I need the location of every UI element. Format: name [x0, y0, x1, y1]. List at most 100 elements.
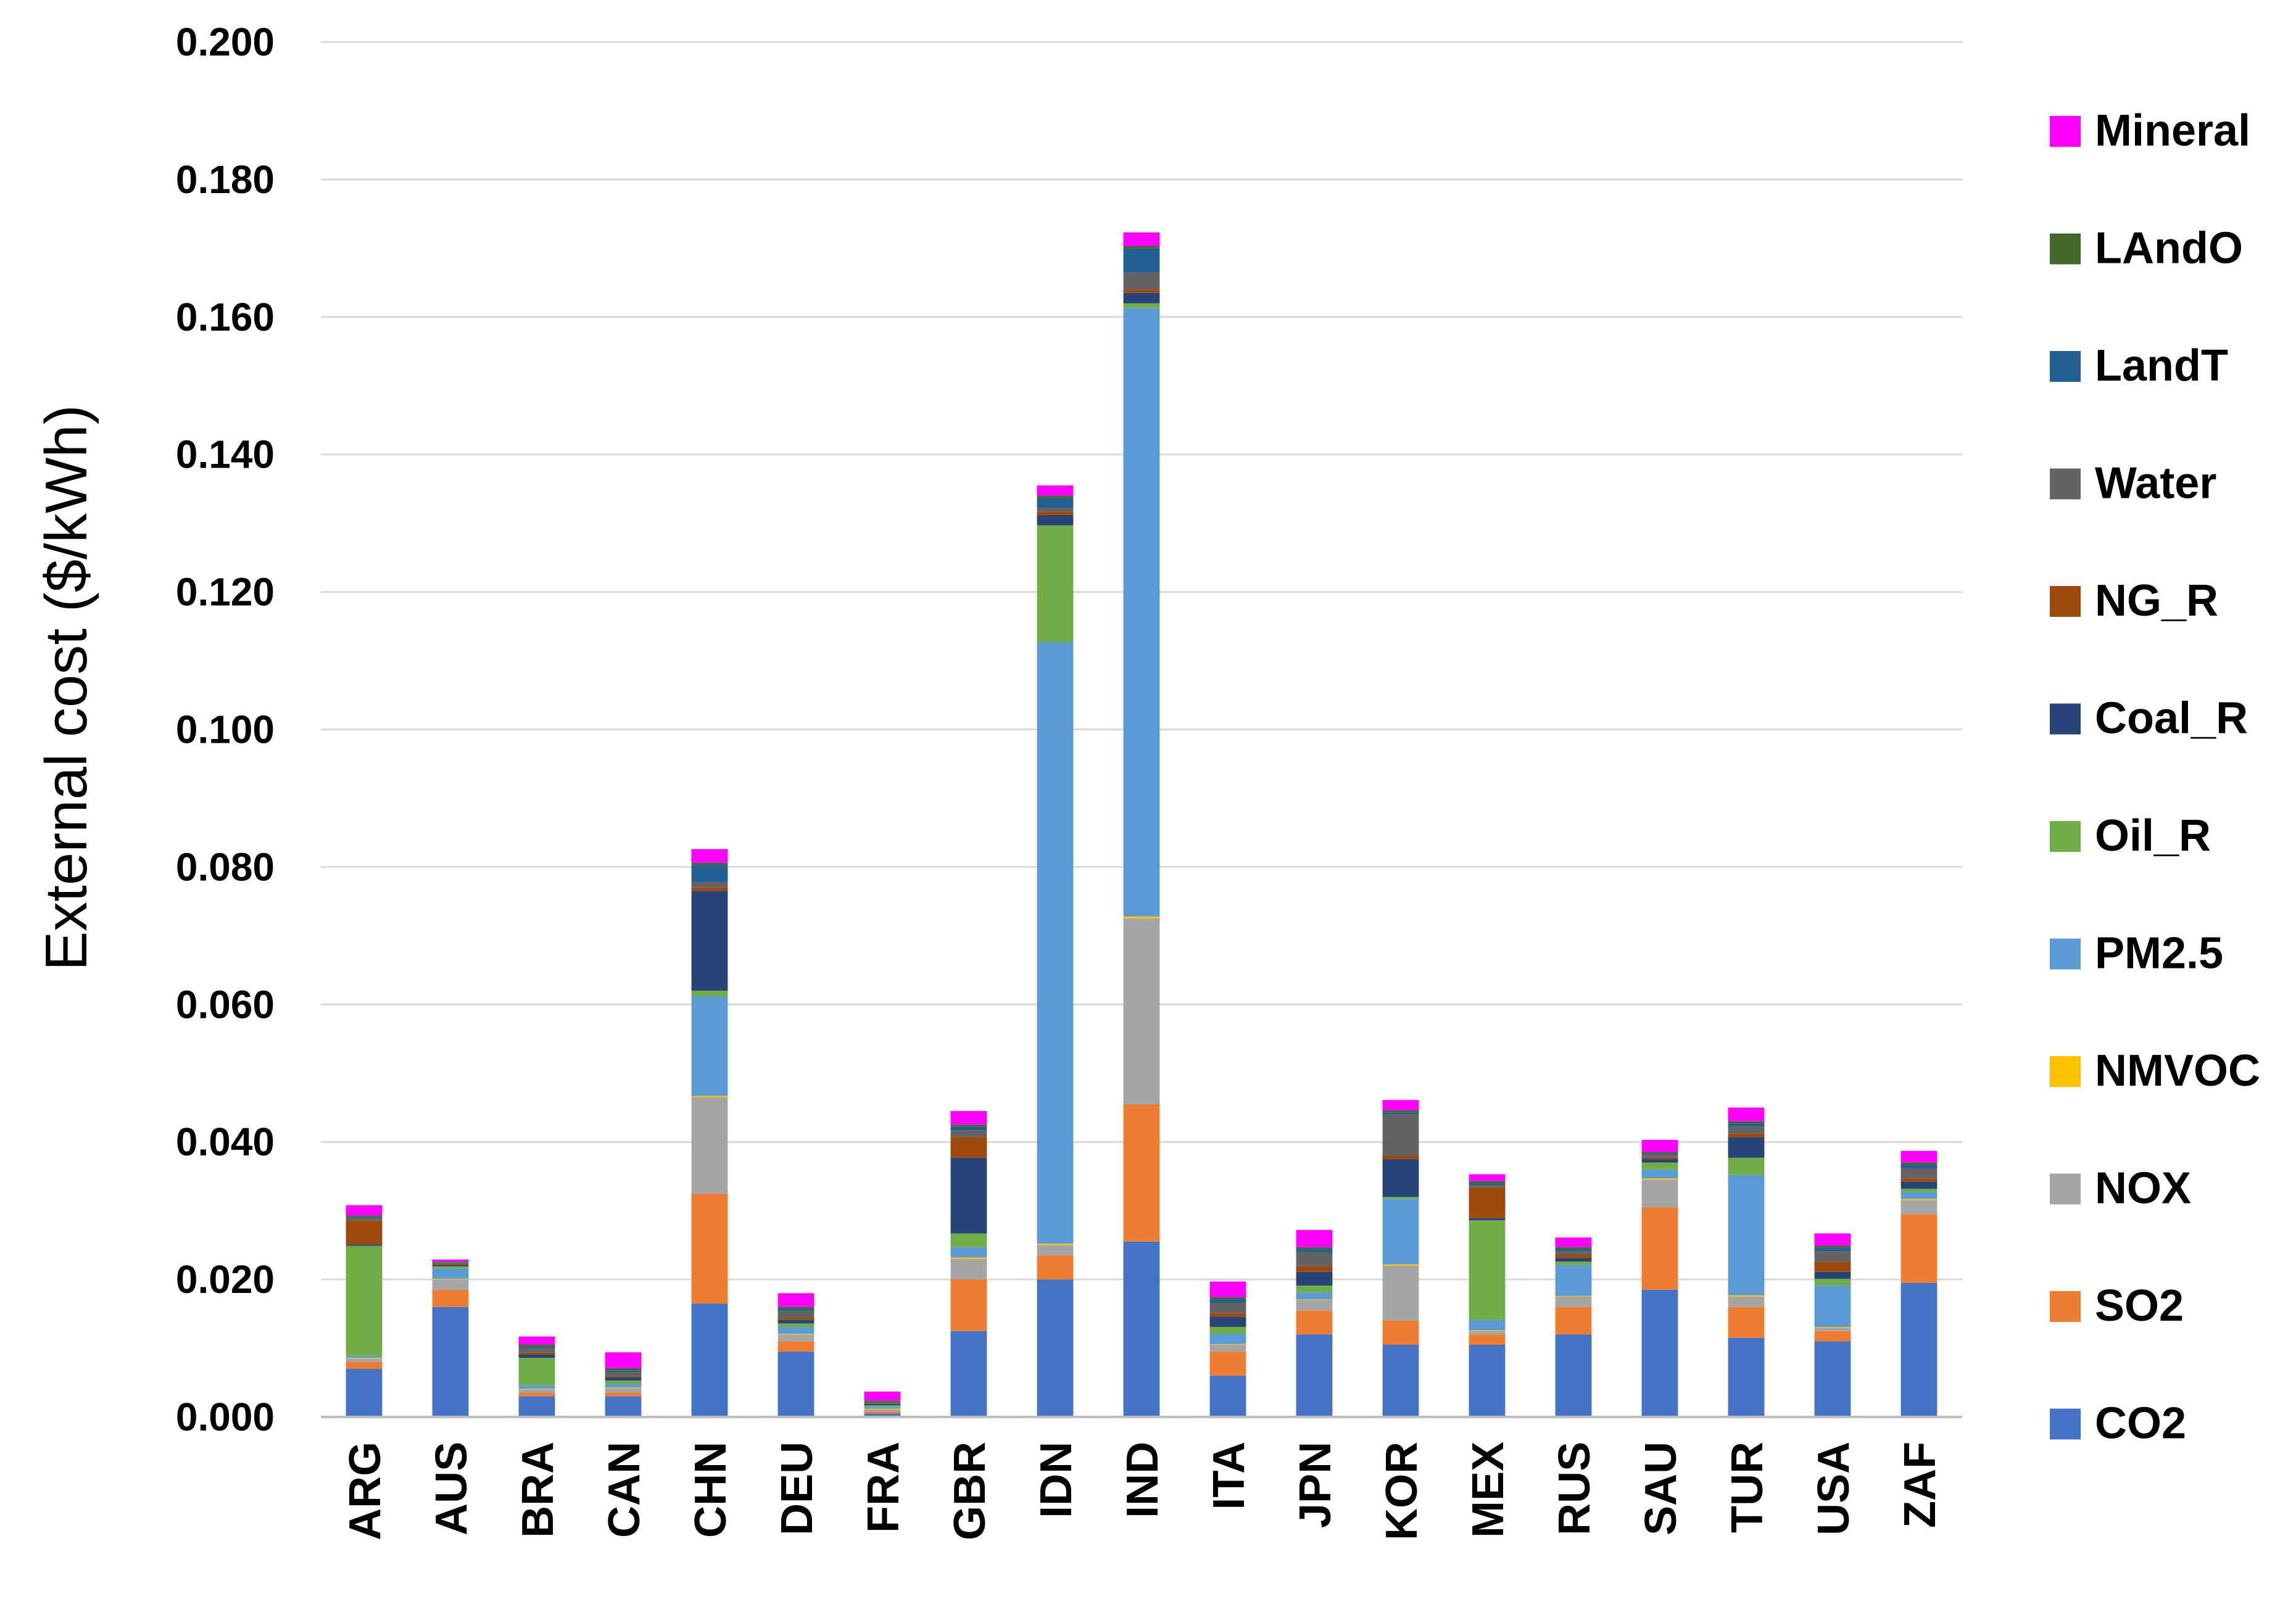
x-tick-label: CAN: [600, 1442, 649, 1538]
bar-segment-coal-r: [1209, 1316, 1246, 1327]
bar-segment-lando: [864, 1400, 901, 1402]
bar-segment-mineral: [1469, 1174, 1506, 1181]
legend-item: CO2: [2050, 1399, 2186, 1448]
y-tick-label: 0.020: [176, 1257, 275, 1302]
bar-segment-so2: [1382, 1320, 1419, 1345]
bar-segment-oil-r: [777, 1323, 814, 1327]
bar-segment-coal-r: [1814, 1271, 1851, 1279]
legend-label: Water: [2095, 459, 2216, 508]
bar-segment-mineral: [1641, 1139, 1678, 1152]
legend-swatch: [2050, 116, 2081, 147]
bar-segment-oil-r: [1037, 525, 1074, 642]
bar-segment-co2: [1123, 1241, 1160, 1417]
bar-segment-mineral: [1382, 1100, 1419, 1110]
bar-segment-coal-r: [1296, 1271, 1333, 1286]
bar-segment-co2: [518, 1396, 555, 1417]
bar-segment-coal-r: [1469, 1218, 1506, 1221]
y-tick-label: 0.040: [176, 1120, 275, 1164]
bar-segment-coal-r: [518, 1354, 555, 1358]
bar-segment-water: [1123, 272, 1160, 290]
bar-segment-mineral: [605, 1352, 642, 1368]
bar-segment-mineral: [1037, 485, 1074, 496]
bar-segment-water: [1555, 1251, 1592, 1255]
bar-segment-coal-r: [777, 1319, 814, 1324]
legend-item: Oil_R: [2050, 811, 2211, 861]
bar-segment-coal-r: [1641, 1159, 1678, 1163]
bar-segment-pm2-5: [1900, 1192, 1938, 1199]
bar-stack-ita: [1209, 1281, 1246, 1417]
y-tick-label: 0.060: [176, 982, 275, 1026]
bar-segment-co2: [1555, 1334, 1592, 1417]
bar-segment-oil-r: [1296, 1286, 1333, 1293]
bar-segment-landt: [864, 1401, 901, 1402]
bar-segment-co2: [950, 1331, 987, 1417]
legend: Mineral LAndO LandT Water NG_R Coal_R Oil_R PM2…: [2050, 106, 2260, 1448]
bar-segment-pm2-5: [346, 1355, 383, 1358]
bar-segment-water: [1037, 508, 1074, 512]
bar-segment-nox: [605, 1388, 642, 1393]
bar-segment-pm2-5: [864, 1406, 901, 1409]
bar-segment-oil-r: [1555, 1261, 1592, 1265]
bar-segment-lando: [1728, 1121, 1765, 1124]
bar-segment-so2: [1209, 1352, 1246, 1376]
x-tick-label: USA: [1809, 1442, 1859, 1535]
bar-segment-ng-r: [1037, 511, 1074, 515]
legend-swatch: [2050, 821, 2081, 852]
bar-segment-lando: [346, 1215, 383, 1217]
x-tick-label: KOR: [1377, 1442, 1427, 1540]
y-axis-title: External cost ($/kWh): [33, 405, 99, 971]
bar-stack-aus: [432, 1259, 469, 1417]
bar-segment-nox: [1037, 1245, 1074, 1256]
bar-segment-oil-r: [1123, 303, 1160, 308]
bar-segment-nox: [864, 1409, 901, 1412]
bar-segment-water: [1641, 1155, 1678, 1157]
legend-item: SO2: [2050, 1281, 2184, 1331]
bar-segment-nmvoc: [691, 1096, 728, 1097]
bar-segment-nmvoc: [1296, 1299, 1333, 1300]
bar-segment-mineral: [777, 1293, 814, 1307]
bar-segment-water: [518, 1348, 555, 1353]
bar-segment-oil-r: [1209, 1327, 1246, 1334]
bar-segment-lando: [1900, 1162, 1938, 1165]
bar-segment-lando: [1209, 1297, 1246, 1300]
x-tick-label: CHN: [686, 1442, 736, 1538]
bar-segment-water: [864, 1402, 901, 1403]
bar-stack-rus: [1555, 1237, 1592, 1417]
bar-segment-ng-r: [1814, 1261, 1851, 1272]
legend-item: Water: [2050, 459, 2216, 508]
bar-segment-water: [777, 1311, 814, 1318]
bar-segment-landt: [1641, 1154, 1678, 1155]
bar-segment-nox: [777, 1334, 814, 1342]
bar-stack-kor: [1382, 1100, 1419, 1417]
legend-label: SO2: [2095, 1281, 2184, 1331]
bar-segment-pm2-5: [777, 1327, 814, 1334]
bar-segment-ng-r: [1900, 1178, 1938, 1182]
legend-item: LAndO: [2050, 224, 2243, 273]
y-tick-label: 0.160: [176, 295, 275, 339]
bar-segment-ng-r: [432, 1263, 469, 1265]
x-tick-label: TUR: [1723, 1442, 1772, 1533]
bar-stack-mex: [1469, 1174, 1506, 1417]
bar-segment-nmvoc: [1209, 1344, 1246, 1345]
bar-segment-coal-r: [346, 1244, 383, 1246]
bar-segment-water: [1469, 1185, 1506, 1187]
bar-segment-water: [1382, 1114, 1419, 1156]
bar-segment-coal-r: [691, 891, 728, 991]
x-tick-label: FRA: [859, 1442, 908, 1533]
bar-segment-nox: [432, 1279, 469, 1290]
bar-segment-coal-r: [605, 1377, 642, 1381]
bar-segment-so2: [864, 1411, 901, 1414]
bar-segment-lando: [1814, 1245, 1851, 1248]
bar-segment-oil-r: [518, 1358, 555, 1385]
bar-stack-deu: [777, 1293, 814, 1417]
bar-segment-ng-r: [950, 1137, 987, 1158]
bar-segment-ng-r: [1209, 1313, 1246, 1317]
bar-segment-co2: [1900, 1282, 1938, 1417]
bar-segment-so2: [432, 1289, 469, 1307]
y-tick-label: 0.200: [176, 20, 275, 64]
bar-segment-pm2-5: [950, 1247, 987, 1258]
bar-segment-ng-r: [777, 1318, 814, 1320]
bar-segment-landt: [432, 1262, 469, 1263]
bar-segment-nox: [1296, 1300, 1333, 1311]
